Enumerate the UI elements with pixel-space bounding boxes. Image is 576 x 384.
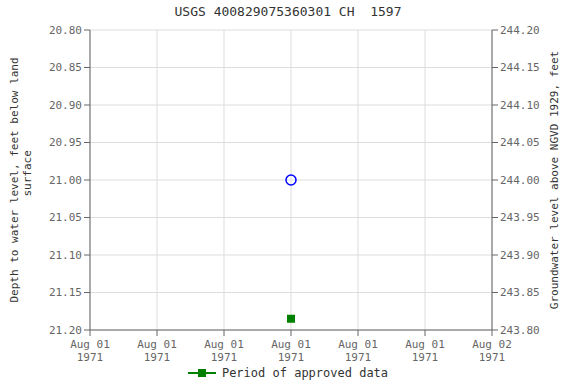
svg-text:244.05: 244.05 <box>500 136 540 149</box>
html-text:USGS 400829075360301 CH 1597: USGS 400829075360301 CH 1597 <box>174 4 402 19</box>
svg-text:Aug 011971: Aug 011971 <box>70 338 110 364</box>
html-text:Period of approved data: Period of approved data <box>221 366 389 380</box>
svg-text:Aug 011971: Aug 011971 <box>405 338 445 364</box>
svg-text:243.80: 243.80 <box>500 324 540 337</box>
svg-text:Aug 021971: Aug 021971 <box>472 338 512 364</box>
svg-text:243.90: 243.90 <box>500 249 540 262</box>
svg-text:Aug 011971: Aug 011971 <box>338 338 378 364</box>
svg-text:20.80: 20.80 <box>49 24 82 37</box>
svg-text:21.15: 21.15 <box>49 286 82 299</box>
svg-text:244.00: 244.00 <box>500 174 540 187</box>
svg-text:243.85: 243.85 <box>500 286 540 299</box>
svg-text:244.20: 244.20 <box>500 24 540 37</box>
svg-text:20.90: 20.90 <box>49 99 82 112</box>
svg-text:244.15: 244.15 <box>500 61 540 74</box>
svg-text:Groundwater level above NGVD 1: Groundwater level above NGVD 1929, feet <box>548 51 561 309</box>
svg-text:20.95: 20.95 <box>49 136 82 149</box>
svg-text:Aug 011971: Aug 011971 <box>271 338 311 364</box>
svg-text:21.20: 21.20 <box>49 324 82 337</box>
svg-text:Aug 011971: Aug 011971 <box>204 338 244 364</box>
svg-text:244.10: 244.10 <box>500 99 540 112</box>
svg-text:Depth to water level, feet bel: Depth to water level, feet below land su… <box>8 57 34 302</box>
svg-text:21.05: 21.05 <box>49 211 82 224</box>
svg-text:Aug 011971: Aug 011971 <box>137 338 177 364</box>
svg-text:243.95: 243.95 <box>500 211 540 224</box>
svg-text:21.00: 21.00 <box>49 174 82 187</box>
svg-text:21.10: 21.10 <box>49 249 82 262</box>
svg-text:20.85: 20.85 <box>49 61 82 74</box>
